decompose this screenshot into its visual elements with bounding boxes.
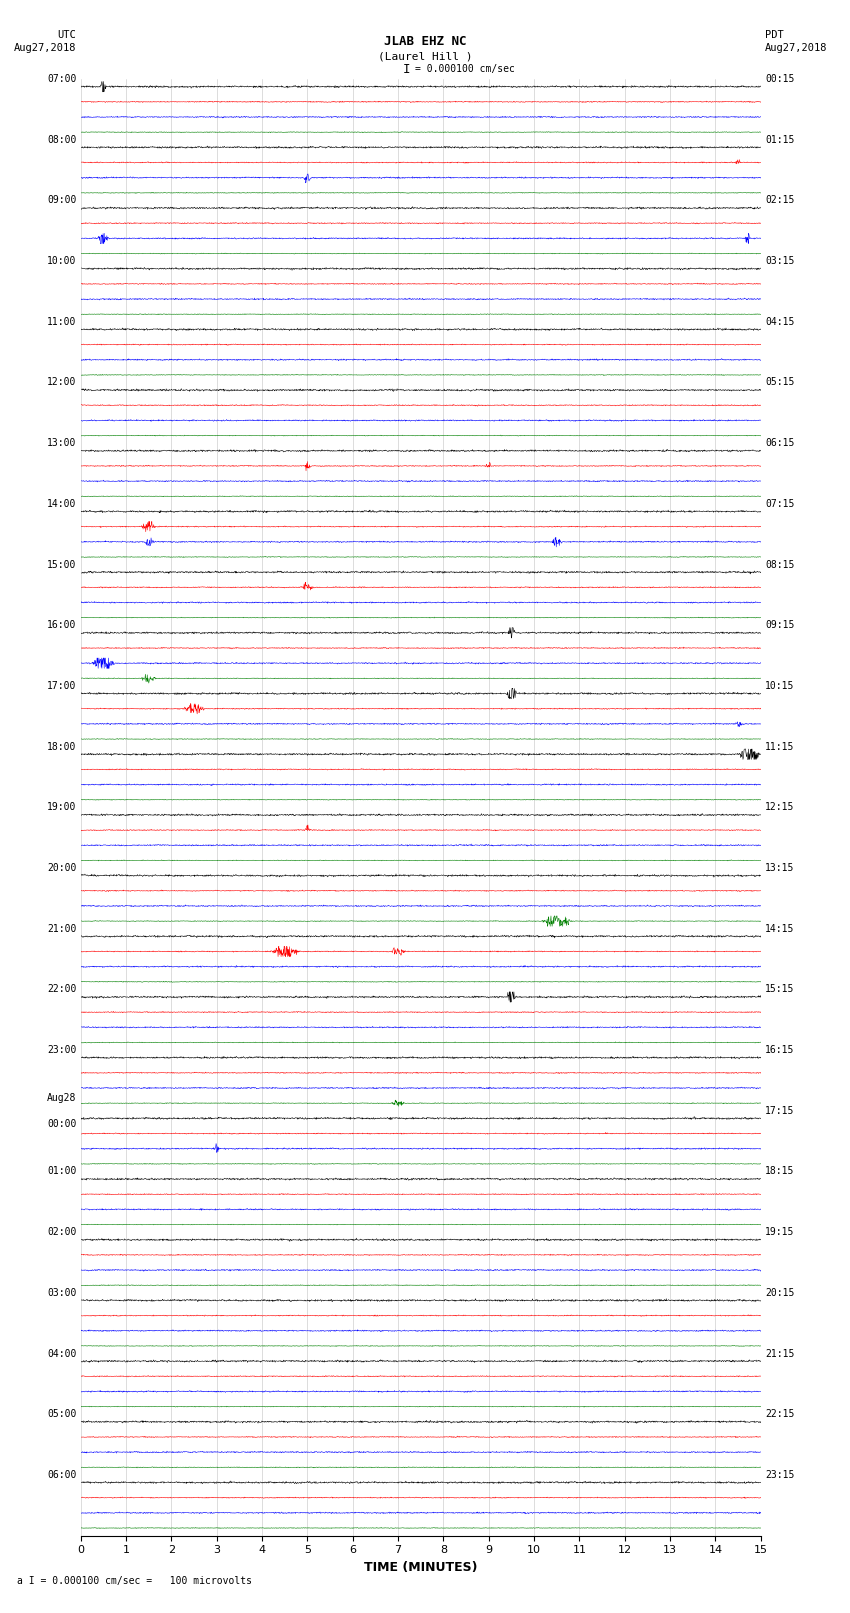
Text: 09:15: 09:15 [765,621,795,631]
Text: 16:00: 16:00 [47,621,76,631]
Text: 23:00: 23:00 [47,1045,76,1055]
Text: 04:15: 04:15 [765,316,795,327]
Text: UTC: UTC [58,31,76,40]
Text: 02:15: 02:15 [765,195,795,205]
Text: 15:00: 15:00 [47,560,76,569]
Text: Aug27,2018: Aug27,2018 [765,44,828,53]
Text: (Laurel Hill ): (Laurel Hill ) [377,52,473,61]
Text: 14:15: 14:15 [765,924,795,934]
Text: 18:00: 18:00 [47,742,76,752]
Text: 08:15: 08:15 [765,560,795,569]
Text: PDT: PDT [765,31,784,40]
Text: 05:15: 05:15 [765,377,795,387]
Text: 09:00: 09:00 [47,195,76,205]
Text: 21:15: 21:15 [765,1348,795,1358]
Text: 10:00: 10:00 [47,256,76,266]
Text: 12:15: 12:15 [765,802,795,813]
Text: 15:15: 15:15 [765,984,795,994]
Text: 00:15: 00:15 [765,74,795,84]
Text: 18:15: 18:15 [765,1166,795,1176]
Text: 02:00: 02:00 [47,1227,76,1237]
X-axis label: TIME (MINUTES): TIME (MINUTES) [364,1561,478,1574]
Text: = 0.000100 cm/sec: = 0.000100 cm/sec [415,65,514,74]
Text: 12:00: 12:00 [47,377,76,387]
Text: I: I [403,63,410,76]
Text: 06:00: 06:00 [47,1469,76,1479]
Text: 17:15: 17:15 [765,1107,795,1116]
Text: 07:00: 07:00 [47,74,76,84]
Text: 21:00: 21:00 [47,924,76,934]
Text: 16:15: 16:15 [765,1045,795,1055]
Text: 06:15: 06:15 [765,439,795,448]
Text: 01:00: 01:00 [47,1166,76,1176]
Text: 00:00: 00:00 [47,1119,76,1129]
Text: 07:15: 07:15 [765,498,795,508]
Text: 01:15: 01:15 [765,135,795,145]
Text: Aug28: Aug28 [47,1092,76,1103]
Text: a I = 0.000100 cm/sec =   100 microvolts: a I = 0.000100 cm/sec = 100 microvolts [17,1576,252,1586]
Text: 11:00: 11:00 [47,316,76,327]
Text: 05:00: 05:00 [47,1410,76,1419]
Text: 13:00: 13:00 [47,439,76,448]
Text: 19:15: 19:15 [765,1227,795,1237]
Text: 11:15: 11:15 [765,742,795,752]
Text: 20:15: 20:15 [765,1287,795,1298]
Text: 08:00: 08:00 [47,135,76,145]
Text: 17:00: 17:00 [47,681,76,690]
Text: 23:15: 23:15 [765,1469,795,1479]
Text: Aug27,2018: Aug27,2018 [14,44,76,53]
Text: 13:15: 13:15 [765,863,795,873]
Text: 03:15: 03:15 [765,256,795,266]
Text: 22:00: 22:00 [47,984,76,994]
Text: 22:15: 22:15 [765,1410,795,1419]
Text: 20:00: 20:00 [47,863,76,873]
Text: JLAB EHZ NC: JLAB EHZ NC [383,35,467,48]
Text: 03:00: 03:00 [47,1287,76,1298]
Text: 19:00: 19:00 [47,802,76,813]
Text: 10:15: 10:15 [765,681,795,690]
Text: 14:00: 14:00 [47,498,76,508]
Text: 04:00: 04:00 [47,1348,76,1358]
